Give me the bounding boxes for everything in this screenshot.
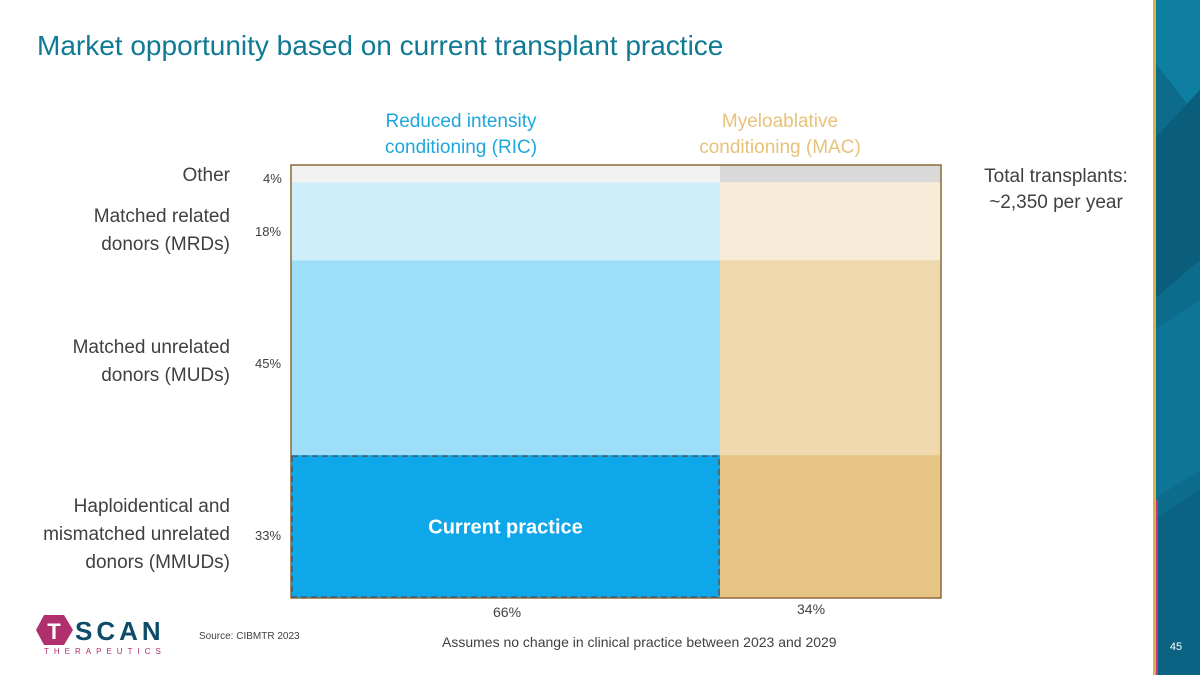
ric-header-line2: conditioning (RIC) [384, 137, 538, 158]
segment-mac-mud [720, 260, 941, 456]
row-label-other-line1: Other [182, 165, 230, 186]
ric-header-line1: Reduced intensity [385, 111, 537, 132]
current-practice-label: Current practice [428, 517, 583, 539]
decorative-side-band [1153, 0, 1200, 675]
row-label-mmud-line1: Haploidentical and [73, 496, 230, 517]
logo-hexagon-icon [36, 615, 73, 645]
column-share-ric: 66% [493, 604, 522, 620]
row-label-mmud: Haploidentical and mismatched unrelated … [43, 493, 230, 577]
segment-ric-other [291, 165, 720, 183]
current-practice-highlight [291, 455, 720, 598]
column-share-mac: 34% [797, 601, 826, 617]
total-transplants: Total transplants: ~2,350 per year [968, 164, 1144, 216]
logo-tagline: THERAPEUTICS [44, 647, 166, 656]
row-label-mud-line1: Matched unrelated [72, 337, 230, 358]
row-label-mrd: Matched related donors (MRDs) [94, 203, 230, 259]
segment-mac-mrd [720, 182, 941, 261]
row-label-mud: Matched unrelated donors (MUDs) [73, 334, 230, 390]
segment-mac-other [720, 165, 941, 183]
chart-border [290, 164, 942, 599]
row-label-mud-line2: donors (MUDs) [101, 365, 230, 386]
logo-letter: T [47, 619, 61, 644]
row-share-mrd: 18% [255, 224, 282, 239]
row-label-mmud-line3: donors (MMUDs) [85, 552, 230, 573]
row-share-mmud: 33% [255, 528, 282, 543]
row-share-other: 4% [263, 171, 282, 186]
total-label: Total transplants: [984, 166, 1128, 187]
mac-header-line1: Myeloablative [721, 111, 839, 132]
row-label-mrd-line2: donors (MRDs) [101, 234, 230, 255]
page-title: Market opportunity based on current tran… [37, 30, 724, 61]
row-label-mmud-line2: mismatched unrelated [43, 524, 230, 545]
ric-column-header: Reduced intensity conditioning (RIC) [330, 109, 592, 161]
source-note: Source: CIBMTR 2023 [199, 631, 300, 642]
marimekko-chart: Current practice [290, 164, 942, 599]
page-number: 45 [1169, 641, 1183, 653]
footnote: Assumes no change in clinical practice b… [442, 634, 837, 650]
row-share-mud: 45% [255, 356, 282, 371]
segment-ric-mmud [291, 455, 720, 598]
segment-mac-mmud [720, 455, 941, 598]
tscan-logo: T SCAN THERAPEUTICS [35, 612, 167, 658]
mac-column-header: Myeloablative conditioning (MAC) [656, 109, 904, 161]
logo-name: SCAN [75, 616, 165, 646]
row-label-mrd-line1: Matched related [93, 206, 230, 227]
row-label-other: Other [182, 162, 230, 190]
mac-header-line2: conditioning (MAC) [699, 137, 861, 158]
segment-ric-mud [291, 260, 720, 456]
segment-ric-mrd [291, 182, 720, 261]
total-value: ~2,350 per year [989, 192, 1123, 213]
